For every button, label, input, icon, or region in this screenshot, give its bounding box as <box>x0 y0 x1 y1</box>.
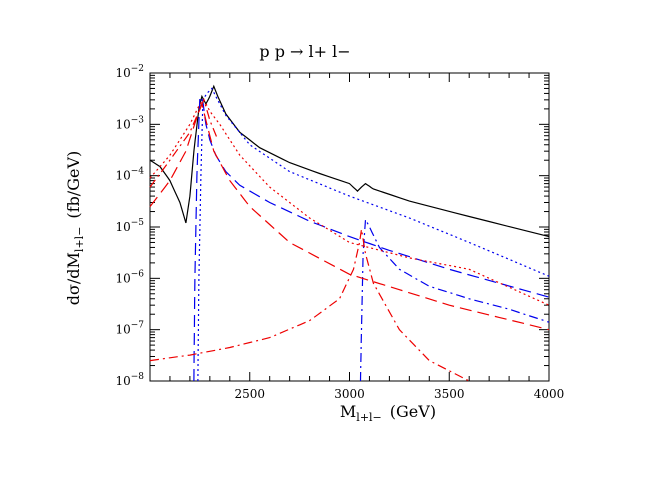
chart-title: p p → l+ l− <box>259 42 350 61</box>
series-line-7 <box>149 229 470 382</box>
y-tick-label: 10−6 <box>115 269 144 285</box>
y-tick-label: 10−8 <box>115 372 144 388</box>
y-tick-label: 10−3 <box>115 115 144 131</box>
plot-frame <box>149 72 550 382</box>
y-tick-label: 10−2 <box>115 64 144 80</box>
x-tick-label: 4000 <box>534 387 565 401</box>
x-tick-label: 2500 <box>234 387 265 401</box>
series-group <box>149 84 550 382</box>
series-line-6 <box>149 98 550 306</box>
y-tick-label: 10−5 <box>115 218 144 234</box>
y-tick-label: 10−7 <box>115 321 144 337</box>
series-line-3 <box>197 87 550 382</box>
x-axis-label: Ml+l− (GeV) <box>340 402 436 424</box>
series-line-5 <box>149 101 550 331</box>
series-line-8 <box>149 98 219 188</box>
x-tick-label: 3000 <box>334 387 365 401</box>
axis-ticks: 2500 3000 3500 4000 10−8 10−7 10−6 10−5 10−4 10−3… <box>115 64 564 401</box>
series-line-1 <box>149 84 550 238</box>
x-tick-label: 3500 <box>434 387 465 401</box>
y-axis-label: dσ/dMl+l−(fb/GeV) <box>64 151 86 306</box>
y-tick-label: 10−4 <box>115 167 144 183</box>
series-line-4 <box>359 217 550 382</box>
series-line-2 <box>193 94 550 382</box>
